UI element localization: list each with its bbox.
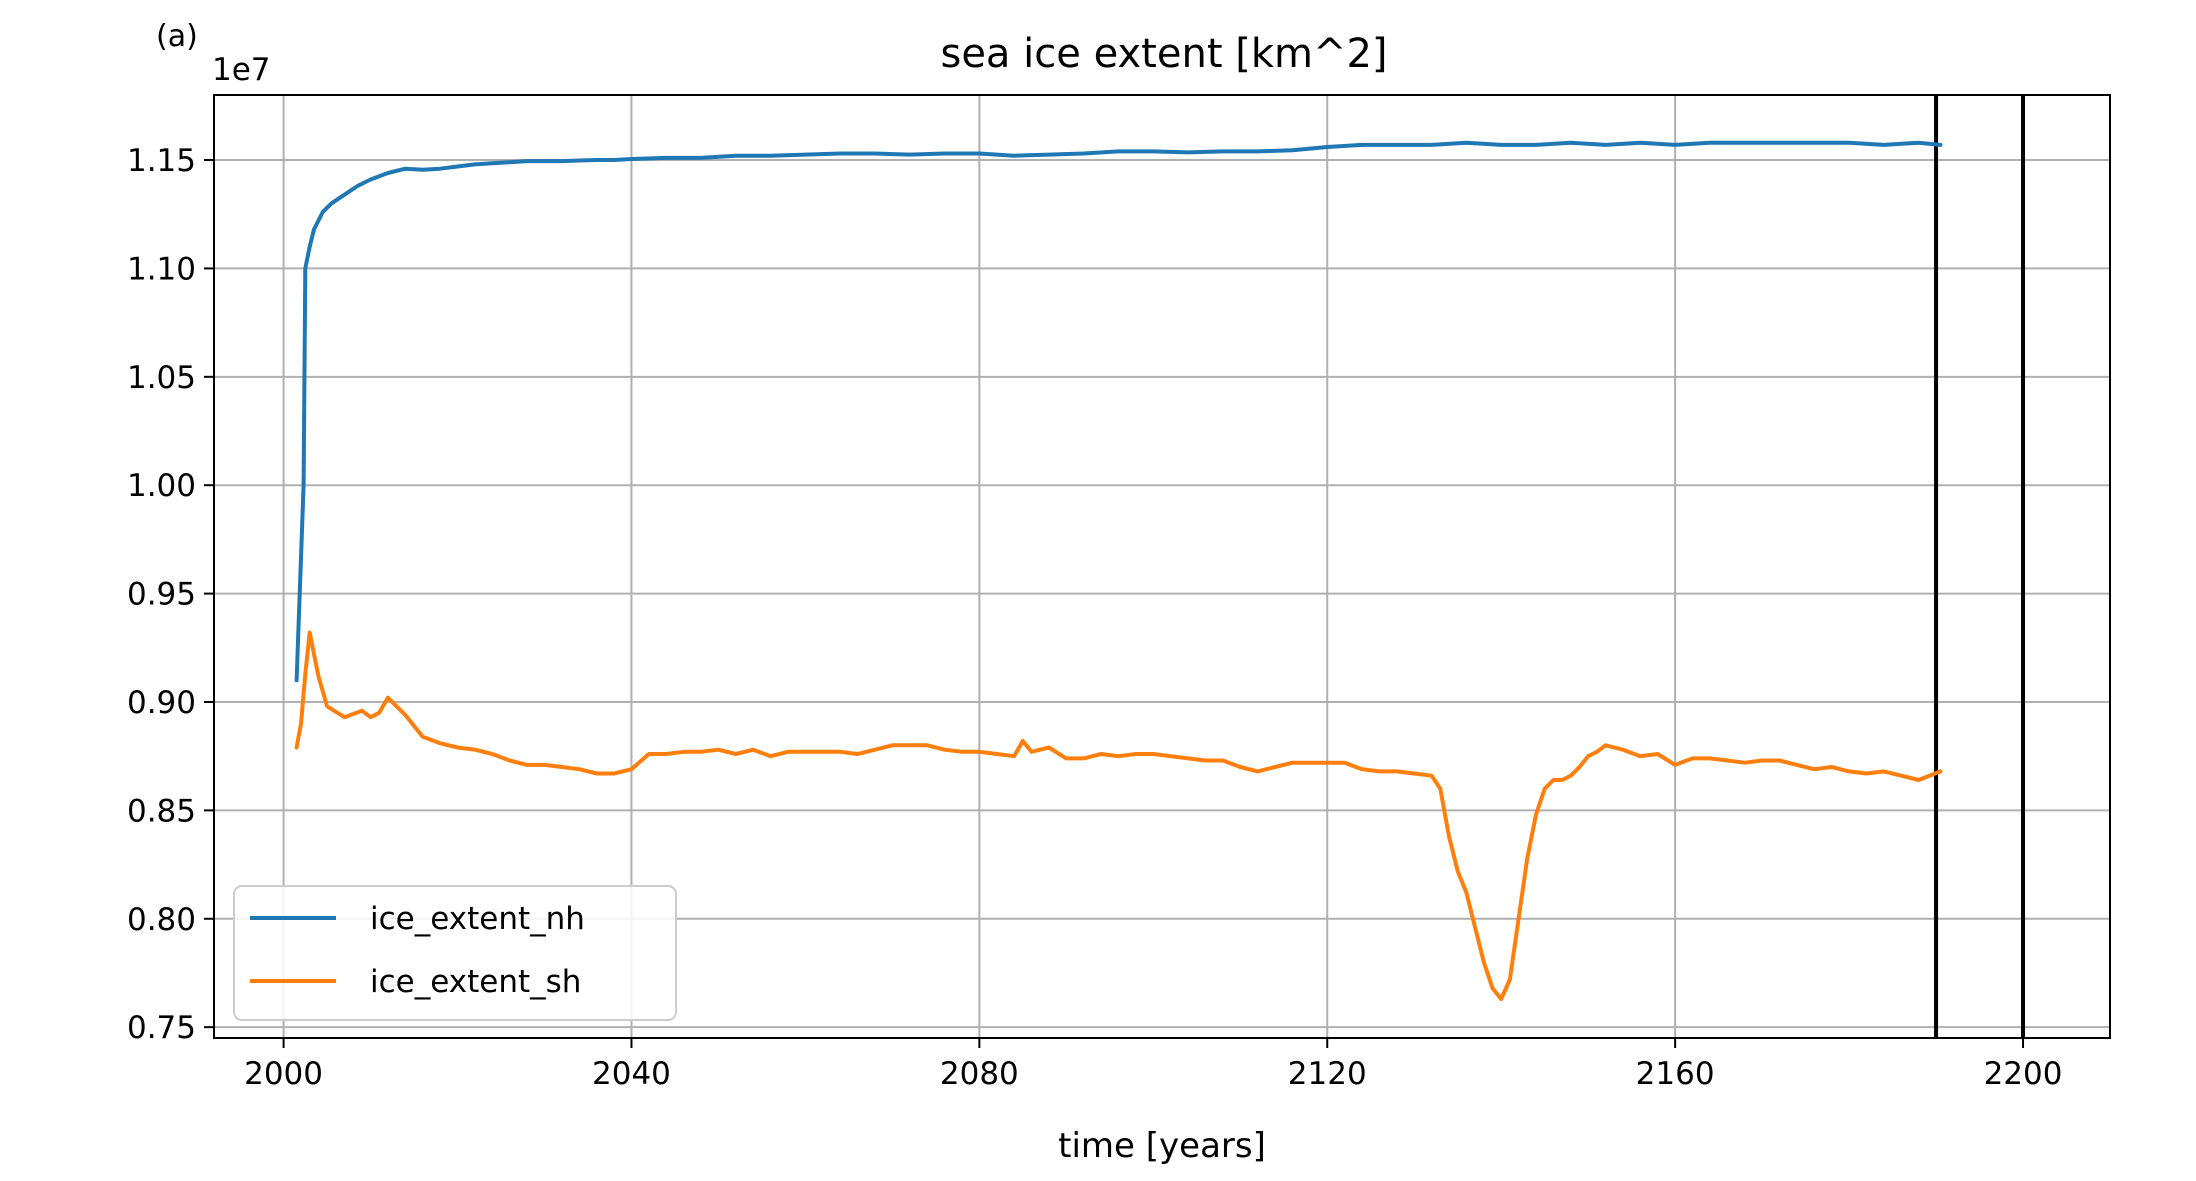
series-line-ice_extent_sh bbox=[294, 630, 1943, 1001]
x-tick-label: 2160 bbox=[1636, 1056, 1715, 1092]
x-tick-label: 2080 bbox=[940, 1056, 1019, 1092]
y-tick-label: 1.15 bbox=[127, 143, 196, 179]
y-tick-label: 1.05 bbox=[127, 360, 196, 396]
series-layer bbox=[294, 140, 1943, 1001]
panel-label: (a) bbox=[156, 19, 198, 54]
y-tick-label: 0.80 bbox=[127, 902, 196, 938]
legend-label-nh: ice_extent_nh bbox=[370, 901, 585, 937]
x-tick-label: 2120 bbox=[1288, 1056, 1367, 1092]
plot-frame bbox=[213, 94, 2111, 1039]
legend-label-sh: ice_extent_sh bbox=[370, 964, 581, 1000]
y-tick-label: 0.85 bbox=[127, 793, 196, 829]
series-line-ice_extent_nh bbox=[294, 140, 1943, 683]
x-axis-label: time [years] bbox=[1058, 1126, 1266, 1166]
y-tick-label: 0.95 bbox=[127, 577, 196, 613]
x-tick-label: 2000 bbox=[244, 1056, 323, 1092]
chart-title: sea ice extent [km^2] bbox=[940, 31, 1387, 77]
x-axis-ticks: 2000 2040 2080 2120 2160 2200 bbox=[244, 1038, 2062, 1092]
x-tick-label: 2040 bbox=[592, 1056, 671, 1092]
y-tick-label: 1.10 bbox=[127, 251, 196, 287]
y-tick-label: 0.75 bbox=[127, 1010, 196, 1046]
y-offset-label: 1e7 bbox=[212, 52, 271, 88]
y-tick-label: 0.90 bbox=[127, 685, 196, 721]
legend-box bbox=[233, 885, 677, 1021]
x-tick-label: 2200 bbox=[1984, 1056, 2063, 1092]
y-tick-label: 1.00 bbox=[127, 468, 196, 504]
vertical-markers bbox=[1934, 95, 2026, 1038]
legend: ice_extent_nh ice_extent_sh bbox=[233, 885, 677, 1021]
y-axis-ticks: 0.75 0.80 0.85 0.90 0.95 1.00 1.05 1.10 1.15 bbox=[127, 143, 214, 1046]
